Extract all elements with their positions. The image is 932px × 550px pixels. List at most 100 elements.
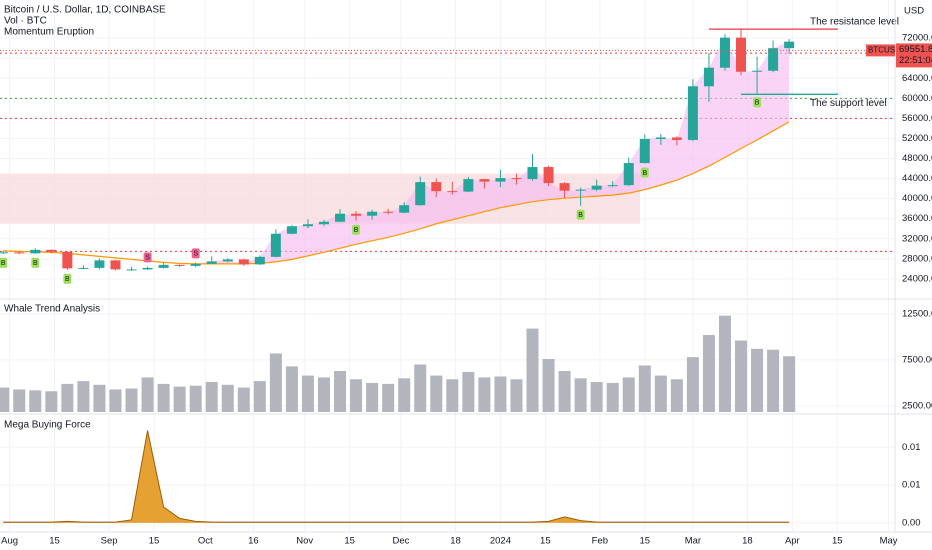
x-tick-label: Sep: [101, 536, 118, 547]
symbol-tag: [866, 44, 895, 57]
indicator-name: Momentum Eruption: [4, 27, 94, 38]
candle-body: [302, 224, 313, 227]
bar: [77, 381, 90, 412]
candle-body: [431, 182, 442, 192]
signal-label: B: [578, 212, 583, 219]
bar: [558, 370, 571, 412]
bar: [767, 349, 780, 412]
candle-body: [351, 213, 362, 216]
moving-average: [3, 121, 790, 265]
x-tick-label: 16: [248, 536, 259, 547]
candle-body: [46, 249, 57, 252]
candle-body: [335, 213, 346, 222]
candle-body: [575, 189, 586, 191]
candle-body: [591, 185, 602, 190]
signal-label: S: [145, 255, 150, 262]
bar: [301, 375, 314, 412]
bar: [189, 385, 202, 412]
bar: [702, 335, 715, 412]
candle-body: [78, 267, 89, 269]
resistance-label: The resistance level: [810, 17, 899, 28]
y-tick-label: 52000.00: [902, 133, 932, 144]
pane-title: Mega Buying Force: [4, 420, 91, 431]
y-tick-label: 72000.00: [902, 33, 932, 44]
candle-body: [190, 263, 201, 266]
y-tick-label: 44000.00: [902, 173, 932, 184]
candle-body: [174, 264, 185, 266]
bar: [237, 387, 250, 412]
bar: [29, 390, 42, 412]
x-tick-label: Mar: [685, 536, 701, 547]
bar: [157, 383, 170, 412]
bar: [622, 377, 635, 412]
candle-body: [318, 221, 329, 225]
candle-body: [511, 178, 522, 180]
candle-body: [286, 226, 297, 234]
ma-band: [3, 37, 790, 264]
bar: [398, 378, 411, 412]
y-tick-label: 2500.00: [902, 401, 932, 412]
x-tick-label: Feb: [592, 536, 608, 547]
x-tick-label: May: [880, 536, 898, 547]
signal-badge: [31, 257, 40, 268]
signal-label: S: [193, 251, 198, 258]
bar: [446, 379, 459, 412]
signal-label: B: [1, 260, 6, 267]
bar: [670, 379, 683, 412]
y-tick-label: 60000.00: [902, 93, 932, 104]
indicator-name: Vol · BTC: [4, 16, 47, 27]
signal-badge: [0, 257, 8, 268]
bar: [590, 382, 603, 412]
bar: [686, 357, 699, 412]
bar: [574, 378, 587, 412]
candle-body: [142, 267, 153, 270]
candle-body: [479, 179, 490, 182]
candle-body: [0, 252, 9, 254]
bar: [141, 377, 154, 412]
x-tick-label: 2024: [490, 536, 511, 547]
candle-body: [623, 163, 634, 186]
y-tick-label: 0.00: [902, 517, 921, 528]
candle-body: [768, 48, 779, 71]
x-tick-label: 18: [742, 536, 753, 547]
bar: [606, 382, 619, 412]
signal-badge: [576, 209, 585, 220]
candle-body: [447, 191, 458, 193]
bar: [350, 379, 363, 412]
candle-body: [110, 260, 121, 270]
y-tick-label: 28000.00: [902, 253, 932, 264]
bar: [783, 356, 796, 412]
bar: [638, 365, 651, 412]
bar: [718, 315, 731, 412]
plot-layer: The resistance level The support level B B B…: [0, 0, 899, 531]
y-tick-label: 32000.00: [902, 233, 932, 244]
bar: [317, 377, 330, 412]
bar: [414, 364, 427, 412]
signal-badge: [191, 248, 200, 259]
bar: [173, 386, 186, 412]
candle-body: [206, 261, 217, 264]
bar: [430, 375, 443, 412]
support-label: The support level: [810, 98, 887, 109]
candle-body: [719, 37, 730, 68]
candle-body: [703, 67, 714, 87]
candle-body: [495, 178, 506, 182]
x-tick-label: Aug: [1, 536, 18, 547]
currency-label: USD: [904, 6, 924, 17]
x-tick-label: 15: [639, 536, 650, 547]
bar: [109, 389, 122, 412]
y-tick-label: 7500.00: [902, 354, 932, 365]
bar: [269, 353, 282, 412]
signal-badge: [640, 167, 649, 178]
x-tick-label: 15: [344, 536, 355, 547]
candle-body: [62, 251, 73, 269]
y-tick-label: 24000.00: [902, 273, 932, 284]
area-line: [3, 430, 790, 523]
candle-body: [126, 269, 137, 271]
bar: [125, 388, 138, 412]
y-tick-label: 0.01: [902, 480, 921, 491]
countdown: 22:51:04: [899, 55, 932, 66]
x-tick-label: Dec: [393, 536, 410, 547]
bar: [542, 358, 555, 412]
signal-label: B: [33, 260, 38, 267]
